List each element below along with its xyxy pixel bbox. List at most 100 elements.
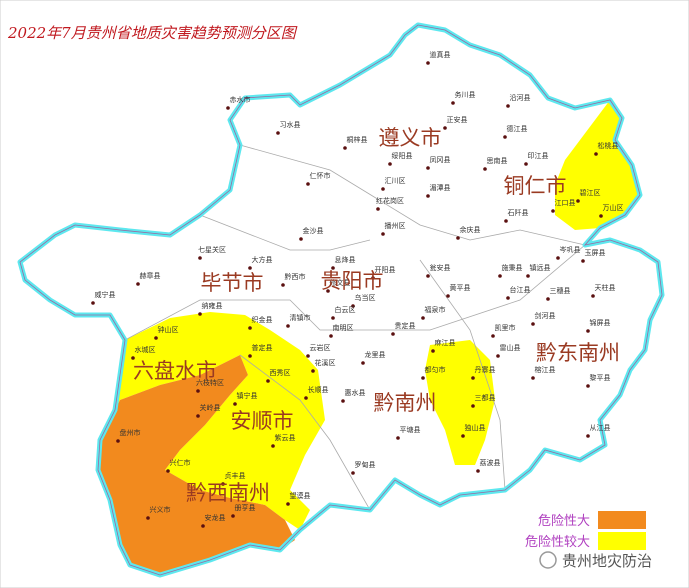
region-label: 六盘水市 (133, 359, 217, 383)
county-label: 乌当区 (355, 293, 376, 302)
county-label: 云岩区 (310, 343, 331, 352)
county-label: 龙里县 (365, 350, 386, 359)
county-label: 水城区 (135, 345, 156, 354)
county-seat (491, 334, 495, 338)
watermark-icon (539, 551, 557, 569)
county-label: 普定县 (252, 343, 273, 352)
county-label: 关岭县 (200, 403, 221, 412)
county-seat (331, 266, 335, 270)
county-seat (586, 434, 590, 438)
county-label: 印江县 (528, 152, 549, 160)
county-seat (286, 324, 290, 328)
county-label: 罗甸县 (355, 460, 376, 469)
county-label: 雷山县 (500, 343, 521, 352)
county-label: 花溪区 (315, 358, 336, 367)
county-seat (388, 162, 392, 166)
county-seat (326, 289, 330, 293)
county-label: 丹寨县 (475, 365, 496, 374)
zone-high-east (425, 340, 495, 465)
county-label: 湄潭县 (430, 183, 451, 192)
region-label: 遵义市 (379, 126, 442, 150)
county-seat (198, 312, 202, 316)
county-seat (329, 334, 333, 338)
county-seat (421, 316, 425, 320)
county-seat (248, 354, 252, 358)
county-seat (546, 297, 550, 301)
county-label: 瓮安县 (430, 263, 451, 272)
county-label: 紫云县 (275, 434, 296, 442)
county-seat (576, 199, 580, 203)
county-seat (483, 167, 487, 171)
county-label: 大方县 (252, 255, 273, 264)
county-label: 凯里市 (495, 323, 516, 332)
county-seat (506, 296, 510, 300)
county-label: 红花岗区 (376, 196, 404, 205)
county-seat (166, 469, 170, 473)
county-seat (426, 166, 430, 170)
county-label: 玉屏县 (585, 249, 606, 257)
county-label: 从江县 (590, 424, 611, 432)
county-label: 织金县 (252, 315, 273, 324)
county-label: 台江县 (510, 285, 531, 294)
county-seat (586, 384, 590, 388)
county-label: 万山区 (603, 203, 624, 212)
county-label: 赫章县 (140, 271, 161, 280)
county-seat (341, 399, 345, 403)
county-seat (476, 469, 480, 473)
county-seat (381, 187, 385, 191)
county-seat (431, 349, 435, 353)
region-label: 黔西南州 (186, 481, 270, 505)
province-border-inner (19, 24, 663, 576)
county-seat (91, 301, 95, 305)
county-label: 惠水县 (345, 388, 366, 397)
county-label: 汇川区 (385, 177, 406, 185)
county-seat (594, 152, 598, 156)
county-label: 七星关区 (198, 245, 226, 254)
county-label: 三穗县 (550, 286, 571, 295)
county-seat (351, 304, 355, 308)
county-seat (471, 404, 475, 408)
county-label: 仁怀市 (310, 171, 331, 180)
zones (17, 22, 665, 578)
county-seat (131, 356, 135, 360)
county-seat (331, 316, 335, 320)
county-label: 镇宁县 (237, 391, 258, 400)
county-seat (504, 219, 508, 223)
county-label: 天柱县 (595, 283, 616, 292)
county-label: 黄平县 (450, 283, 471, 292)
county-seat (248, 266, 252, 270)
county-seat (136, 282, 140, 286)
county-seat (443, 126, 447, 130)
county-label: 习水县 (280, 120, 301, 129)
county-seat (556, 256, 560, 260)
county-seat (248, 326, 252, 330)
boundary (419, 259, 506, 491)
county-seat (154, 336, 158, 340)
map-title: 2022年7月贵州省地质灾害趋势预测分区图 (7, 24, 298, 42)
county-label: 安龙县 (205, 513, 226, 522)
county-seat (396, 436, 400, 440)
legend-label: 危险性大 (538, 514, 590, 529)
county-label: 荔波县 (480, 458, 501, 467)
county-label: 兴义市 (150, 505, 171, 514)
region-label: 毕节市 (201, 271, 264, 295)
county-seat (304, 396, 308, 400)
county-label: 岑巩县 (560, 245, 581, 254)
county-label: 开阳县 (375, 265, 396, 274)
county-seat (456, 236, 460, 240)
county-seat (461, 434, 465, 438)
county-seat (421, 376, 425, 380)
county-label: 锦屏县 (590, 318, 611, 327)
region-label: 贵阳市 (321, 269, 384, 293)
county-label: 绥阳县 (392, 151, 413, 160)
county-seat (426, 61, 430, 65)
county-label: 福泉市 (425, 305, 446, 314)
county-seat (446, 294, 450, 298)
county-label: 都匀市 (425, 365, 446, 374)
county-seat (286, 502, 290, 506)
region-label: 安顺市 (231, 409, 294, 433)
county-label: 思南县 (487, 156, 508, 165)
county-seat (281, 283, 285, 287)
county-seat (471, 376, 475, 380)
county-seat (146, 516, 150, 520)
